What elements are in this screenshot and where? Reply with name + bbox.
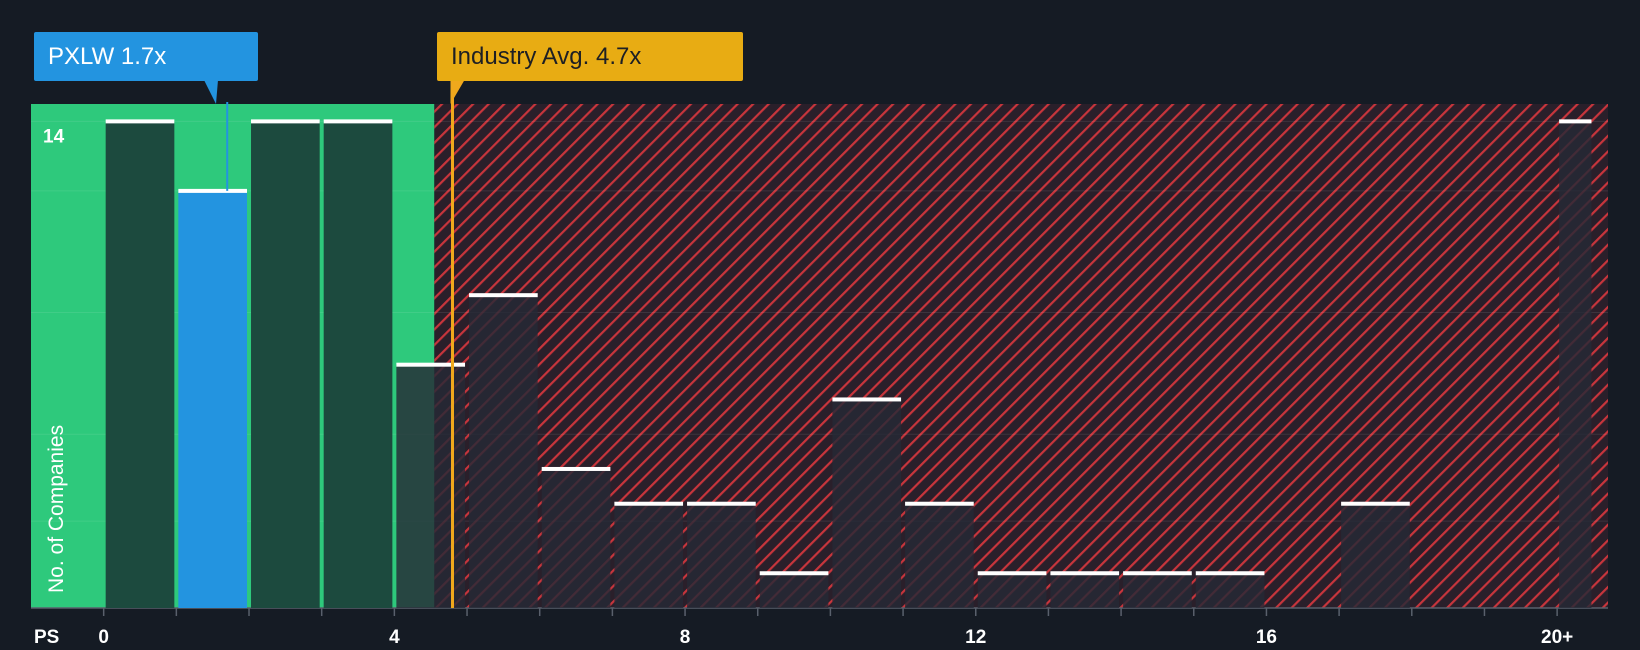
histogram-bar — [469, 295, 538, 608]
bar-cap — [1123, 571, 1192, 576]
bar-cap — [977, 571, 1047, 576]
x-tick-label: 16 — [1256, 627, 1277, 648]
bar-cap — [105, 119, 175, 124]
company-callout-pointer — [204, 80, 218, 104]
histogram-bar — [687, 503, 756, 608]
bar-cap — [1195, 571, 1265, 576]
x-tick-label: 4 — [389, 627, 400, 648]
company-ps-callout: PXLW 1.7x — [34, 32, 258, 81]
bar-cap — [1341, 501, 1410, 506]
x-tick-label: 12 — [965, 627, 986, 648]
histogram-bar — [614, 503, 684, 608]
histogram-bar — [1123, 573, 1192, 608]
x-tick-label: 8 — [680, 627, 691, 648]
histogram-bar — [541, 468, 611, 608]
histogram-bar — [105, 121, 175, 609]
bar-cap — [541, 466, 611, 471]
histogram-bar — [977, 573, 1047, 608]
y-axis-label: No. of Companies — [45, 425, 68, 593]
bar-cap — [178, 188, 248, 193]
bar-cap — [396, 362, 466, 367]
bar-cap — [614, 501, 684, 506]
x-tick-label: 0 — [98, 627, 109, 648]
industry-callout-pointer — [450, 80, 465, 104]
x-axis-label: PS — [34, 627, 59, 648]
x-tick-label: 20+ — [1541, 627, 1573, 648]
overvalued-zone — [434, 104, 1608, 608]
histogram-bar — [1341, 503, 1410, 608]
histogram-bar — [251, 121, 320, 609]
histogram-bar — [1559, 121, 1592, 609]
bar-cap — [687, 501, 756, 506]
bar-cap — [469, 293, 538, 298]
histogram-bar — [323, 121, 393, 609]
y-tick-label: 14 — [43, 126, 65, 147]
histogram-bar — [1195, 573, 1265, 608]
histogram-bar — [905, 503, 974, 608]
bar-cap — [905, 501, 974, 506]
industry-avg-callout: Industry Avg. 4.7x — [437, 32, 743, 81]
bar-cap — [251, 119, 320, 124]
histogram-bar — [759, 573, 829, 608]
bar-cap — [832, 397, 902, 402]
bar-cap — [323, 119, 393, 124]
histogram-bar — [396, 364, 466, 608]
histogram-bar — [832, 399, 902, 608]
histogram-bar — [178, 190, 248, 608]
histogram-bar — [1050, 573, 1120, 608]
bar-cap — [1050, 571, 1120, 576]
bar-cap — [1559, 119, 1592, 124]
bar-cap — [759, 571, 829, 576]
